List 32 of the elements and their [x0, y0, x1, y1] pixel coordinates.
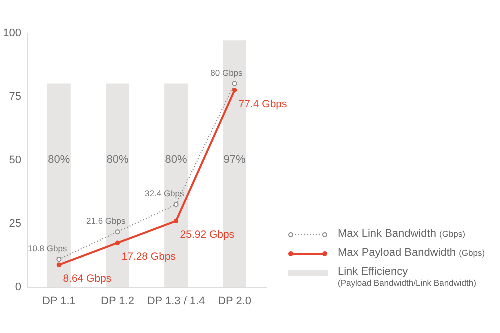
y-tick-label: 0 [15, 282, 22, 294]
x-tick-label: DP 1.2 [101, 296, 134, 308]
x-tick-label: DP 2.0 [218, 296, 252, 308]
data-label: 97% [224, 154, 246, 166]
data-label: 32.4 Gbps [145, 188, 184, 199]
data-label: 80% [106, 154, 129, 166]
data-label: 10.8 Gbps [28, 244, 68, 254]
legend-label: Max Payload Bandwidth (Gbps) [338, 247, 486, 259]
point [56, 257, 62, 262]
point [174, 202, 179, 208]
data-label: 77.4 Gbps [238, 98, 288, 110]
data-label: 21.6 Gbps [86, 216, 126, 226]
y-tick-label: 100 [3, 28, 22, 40]
point [115, 240, 120, 246]
y-tick-label: 75 [9, 91, 22, 103]
x-tick-label: DP 1.1 [42, 296, 76, 308]
data-label: 8.64 Gbps [63, 273, 112, 286]
legend-label: Max Link Bandwidth (Gbps) [338, 228, 466, 240]
data-label: 25.92 Gbps [180, 229, 235, 242]
point [56, 262, 62, 268]
data-label: 80% [165, 154, 188, 166]
point [174, 218, 179, 224]
y-tick-label: 50 [9, 154, 22, 166]
data-label: 80 Gbps [210, 68, 243, 78]
data-label: 17.28 Gbps [122, 251, 176, 264]
point [232, 81, 238, 86]
x-tick-label: DP 1.3 / 1.4 [147, 296, 206, 308]
legend-label: Link Efficiency (Payload Bandwidth/Link Bandwidth) [338, 266, 476, 288]
point [115, 230, 120, 235]
y-tick-label: 25 [9, 218, 22, 230]
point [232, 88, 238, 93]
data-label: 80% [48, 154, 70, 166]
